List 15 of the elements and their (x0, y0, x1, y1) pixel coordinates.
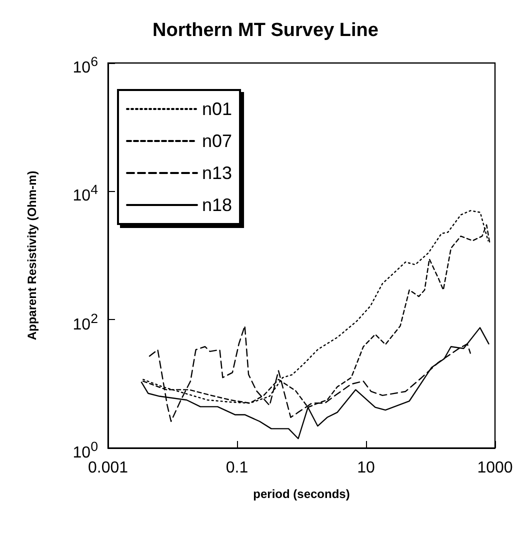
legend-label: n01 (202, 99, 232, 119)
y-tick-label: 10$^{4}$ (72, 181, 98, 207)
y-tick-label: 10$^{6}$ (72, 53, 98, 78)
legend-label: n18 (202, 195, 232, 215)
legend-label: n13 (202, 163, 232, 183)
x-axis-title: period (seconds) (253, 487, 350, 501)
y-tick-label: 10$^{0}$ (72, 438, 98, 462)
x-tick-label: 1000 (477, 460, 513, 476)
y-axis-title: Apparent Resistivity (Ohm-m) (25, 170, 39, 340)
x-tick-label: 0.001 (88, 460, 128, 476)
legend-label: n07 (202, 131, 232, 151)
x-tick-label: 0.1 (226, 460, 248, 476)
x-tick-label: 10 (357, 460, 375, 476)
y-tick-label: 10$^{2}$ (72, 310, 98, 335)
chart-title: Northern MT Survey Line (152, 20, 378, 41)
